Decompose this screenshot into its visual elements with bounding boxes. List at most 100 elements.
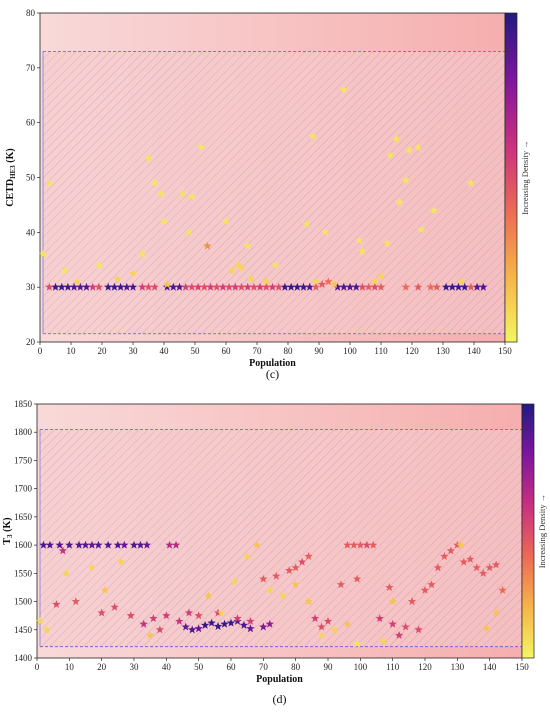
data-point (302, 219, 311, 228)
data-point (116, 557, 126, 566)
data-point (345, 282, 355, 291)
data-point (175, 282, 184, 291)
x-tick-label: 10 (65, 662, 75, 672)
y-tick-label: 30 (26, 282, 36, 292)
data-point (94, 282, 104, 291)
data-point (356, 540, 365, 549)
data-point (414, 282, 423, 291)
x-tick-label: 50 (194, 662, 204, 672)
data-point (441, 282, 451, 291)
data-point (45, 282, 54, 291)
data-point (234, 260, 243, 269)
data-point (440, 552, 449, 560)
data-point (220, 619, 229, 628)
data-point (321, 227, 330, 236)
data-point (149, 614, 158, 623)
data-point (262, 282, 271, 291)
data-point (265, 585, 274, 594)
data-point (456, 540, 465, 549)
data-point (94, 540, 103, 549)
data-point (239, 620, 249, 629)
data-point (491, 560, 501, 569)
data-point (485, 563, 494, 572)
data-point (81, 540, 90, 549)
data-point (100, 585, 110, 594)
x-tick-label: 120 (405, 346, 419, 356)
data-point (94, 260, 104, 269)
x-tick-label: 10 (67, 346, 77, 356)
data-point (231, 282, 240, 291)
colorbar-label: Increasing Density → (537, 494, 547, 569)
x-tick-label: 100 (343, 346, 357, 356)
data-point (457, 277, 466, 286)
data-point (317, 280, 327, 288)
data-point (404, 145, 414, 154)
data-point (246, 616, 255, 625)
data-point (317, 631, 326, 639)
data-point (304, 597, 313, 606)
colorbar (504, 12, 518, 343)
data-point (358, 247, 367, 256)
data-point (330, 280, 339, 288)
data-point (150, 178, 159, 187)
data-point (386, 151, 395, 160)
x-tick-label: 30 (130, 662, 140, 672)
data-point (310, 614, 320, 623)
data-point (181, 282, 190, 291)
data-point (194, 624, 203, 633)
data-point (271, 260, 280, 269)
data-point (175, 616, 184, 625)
data-point (181, 622, 190, 631)
data-point (370, 282, 379, 291)
x-tick-label: 40 (160, 346, 170, 356)
data-point (187, 192, 197, 201)
data-point (414, 142, 423, 151)
data-point (383, 238, 392, 247)
data-point (145, 631, 155, 639)
data-point (249, 282, 259, 291)
data-point (60, 266, 69, 275)
data-point (385, 583, 394, 591)
data-point (479, 282, 488, 291)
y-tick-label: 80 (26, 8, 36, 18)
data-point (305, 282, 314, 291)
data-point (206, 282, 215, 291)
data-point (358, 282, 367, 291)
data-point (466, 178, 476, 187)
data-point (265, 619, 274, 628)
data-point (129, 540, 139, 549)
data-point (197, 142, 206, 151)
data-point (388, 597, 397, 606)
data-point (333, 282, 342, 291)
data-point (144, 153, 153, 162)
data-point (427, 580, 436, 589)
data-point (88, 282, 97, 291)
data-point (352, 574, 362, 583)
data-point (203, 241, 212, 250)
data-point (297, 557, 307, 566)
x-tick-label: 140 (483, 662, 497, 672)
data-point (311, 277, 321, 286)
data-point (285, 566, 294, 575)
data-point (246, 624, 255, 633)
data-point (217, 608, 226, 617)
data-point (426, 282, 435, 291)
data-point (87, 540, 97, 549)
x-axis-title: Population (249, 358, 296, 369)
data-point (184, 608, 194, 617)
data-point (491, 608, 501, 617)
data-point (155, 625, 165, 634)
y-tick-label: 1550 (14, 568, 33, 578)
y-tick-label: 1650 (14, 512, 33, 522)
data-point (330, 625, 339, 634)
data-point (142, 540, 152, 549)
data-point (498, 585, 507, 594)
x-axis-title: Population (256, 674, 303, 685)
x-tick-label: 90 (315, 346, 325, 356)
data-point (429, 206, 438, 214)
x-tick-label: 130 (436, 346, 450, 356)
data-point (139, 619, 148, 628)
y-tick-label: 1850 (14, 399, 33, 409)
data-point (55, 540, 64, 549)
